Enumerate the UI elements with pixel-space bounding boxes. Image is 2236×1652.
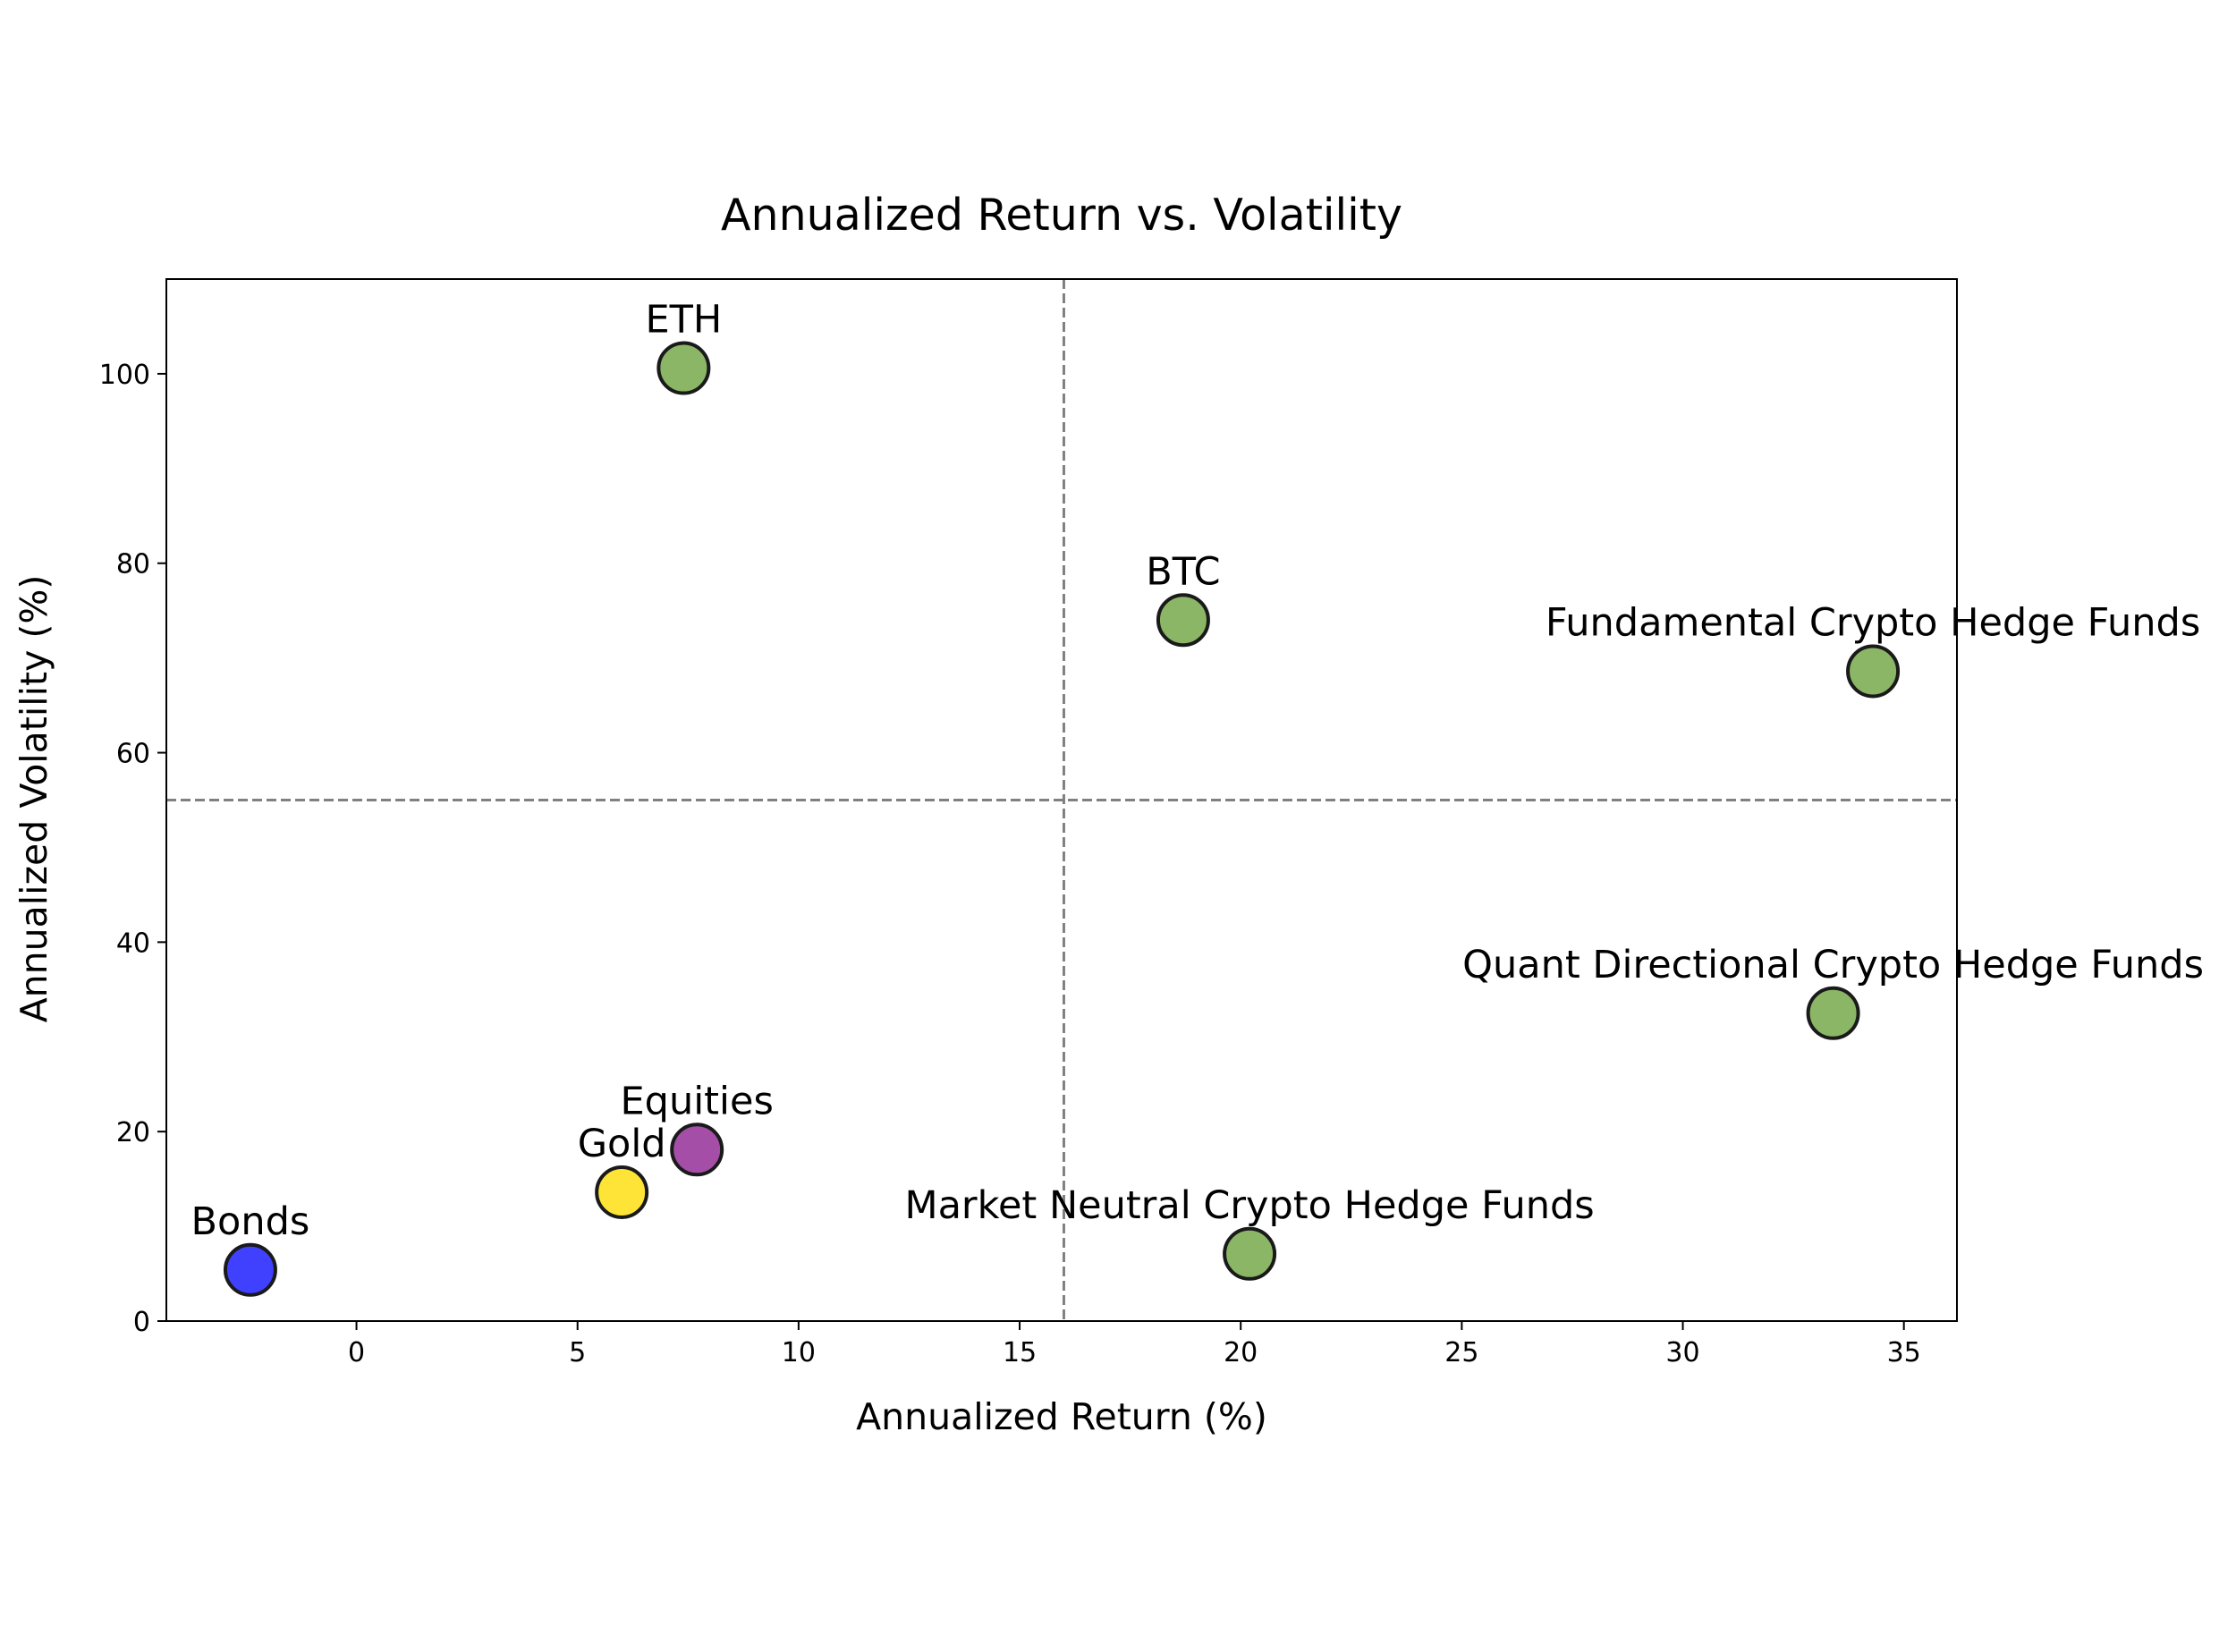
x-tick-label: 10 [782,1337,816,1368]
point-btc [1156,593,1210,648]
point-market-neutral-crypto-hedge-funds [1223,1226,1277,1281]
point-gold [595,1165,649,1219]
point-bonds [223,1242,277,1297]
label-market-neutral-crypto-hedge-funds: Market Neutral Crypto Hedge Funds [904,1183,1594,1228]
y-tick-label: 0 [133,1307,150,1338]
y-tick-label: 80 [116,549,150,580]
y-tick-label: 20 [116,1117,150,1148]
label-btc: BTC [1146,549,1220,594]
axis-ticks: 0 5 10 15 20 25 30 35 0 20 40 60 80 100 [99,360,1921,1368]
label-bonds: Bonds [191,1199,310,1244]
y-axis-title: Annualized Volatility (%) [13,575,55,1023]
plot-area-frame [165,278,1958,1322]
y-tick-label: 100 [99,360,150,391]
chart-title: Annualized Return vs. Volatility [721,190,1402,241]
x-tick-label: 25 [1444,1337,1478,1368]
label-fundamental-crypto-hedge-funds: Fundamental Crypto Hedge Funds [1546,600,2200,645]
x-tick-label: 30 [1665,1337,1699,1368]
data-points [223,341,1901,1297]
x-tick-label: 20 [1224,1337,1258,1368]
label-gold: Gold [578,1122,666,1166]
label-eth: ETH [645,298,722,343]
x-axis-title: Annualized Return (%) [856,1395,1267,1438]
x-tick-label: 35 [1887,1337,1921,1368]
point-quant-directional-crypto-hedge-funds [1806,986,1860,1040]
point-fundamental-crypto-hedge-funds [1846,644,1901,699]
y-tick-label: 60 [116,739,150,770]
reference-lines [166,279,1957,1321]
point-equities [670,1123,724,1177]
point-eth [656,341,711,395]
point-labels: ETH BTC Fundamental Crypto Hedge Funds Quan… [191,298,2204,1244]
label-equities: Equities [621,1079,774,1123]
x-tick-label: 0 [348,1337,365,1368]
label-quant-directional-crypto-hedge-funds: Quant Directional Crypto Hedge Funds [1462,943,2204,987]
x-tick-label: 5 [569,1337,586,1368]
x-tick-label: 15 [1003,1337,1037,1368]
y-tick-label: 40 [116,928,150,959]
